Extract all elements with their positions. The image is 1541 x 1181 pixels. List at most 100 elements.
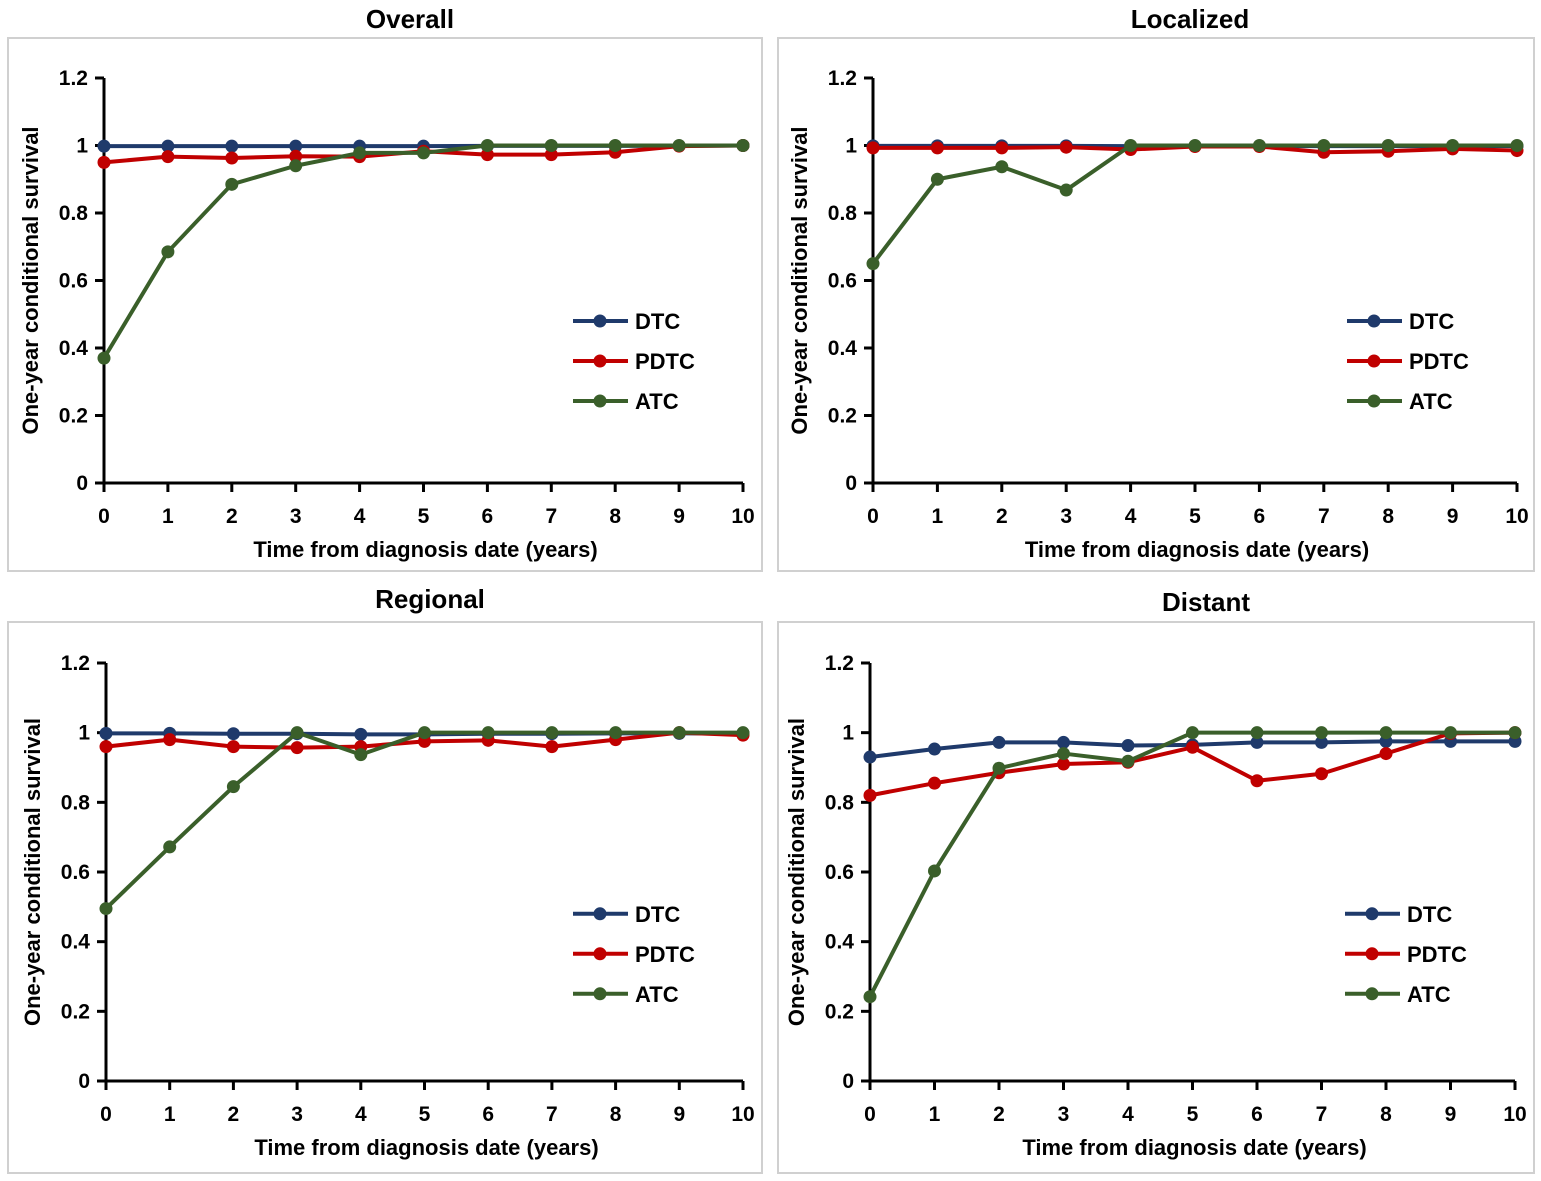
x-tick-label: 0 — [100, 1103, 112, 1126]
data-point-dtc — [992, 735, 1006, 749]
x-axis-label: Time from diagnosis date (years) — [253, 537, 597, 562]
data-point-dtc — [99, 726, 113, 740]
data-point-atc — [1315, 726, 1328, 740]
x-tick-label: 1 — [929, 1103, 941, 1126]
data-point-atc — [995, 160, 1009, 174]
data-point-atc — [1317, 139, 1331, 152]
data-point-pdtc — [161, 150, 175, 164]
data-point-atc — [1057, 747, 1070, 761]
y-tick-label: 0 — [76, 472, 88, 495]
data-point-pdtc — [289, 149, 303, 163]
legend-label-dtc: DTC — [1407, 902, 1452, 927]
legend-marker-pdtc — [1367, 354, 1381, 368]
data-point-pdtc — [226, 740, 240, 754]
data-point-pdtc — [1315, 767, 1328, 781]
x-tick-label: 10 — [1505, 505, 1528, 528]
panel-frame — [7, 621, 763, 1174]
chart-panel-localized: Localized 0 0.2 0.4 0.6 0.8 1 1.2 0 1 2 3 4 5 6 7 8 9 10 Ti… — [777, 4, 1535, 572]
chart-panel-regional: Regional 0 0.2 0.4 0.6 0.8 1 1.2 0 1 2 3 4 5 6 7 8 9 10 Tim… — [7, 584, 763, 1174]
data-point-pdtc — [163, 733, 177, 747]
x-tick-label: 7 — [1316, 1103, 1328, 1126]
data-point-dtc — [225, 139, 239, 153]
y-tick-label: 0.6 — [825, 861, 854, 884]
panel-frame — [777, 37, 1535, 572]
x-tick-label: 1 — [932, 505, 944, 528]
x-tick-label: 7 — [545, 505, 557, 528]
data-point-atc — [1444, 726, 1457, 740]
x-tick-label: 10 — [731, 1103, 754, 1126]
legend-marker-atc — [593, 987, 607, 1001]
x-tick-label: 8 — [1382, 505, 1394, 528]
x-tick-label: 4 — [355, 1103, 367, 1126]
x-tick-label: 5 — [419, 1103, 431, 1126]
x-tick-label: 5 — [1187, 1103, 1199, 1126]
x-tick-label: 3 — [1058, 1103, 1070, 1126]
x-tick-label: 0 — [864, 1103, 876, 1126]
y-tick-label: 0.6 — [61, 861, 90, 884]
data-point-atc — [1186, 726, 1199, 740]
data-point-pdtc — [1057, 757, 1070, 771]
legend-label-dtc: DTC — [1409, 309, 1454, 334]
data-point-pdtc — [930, 141, 944, 155]
data-point-atc — [163, 840, 177, 854]
data-point-dtc — [97, 139, 111, 153]
y-tick-label: 0.8 — [825, 791, 855, 814]
chart-title: Overall — [366, 4, 454, 34]
data-point-atc — [545, 726, 559, 740]
legend-label-pdtc: PDTC — [1409, 349, 1469, 374]
legend-label-atc: ATC — [635, 982, 679, 1007]
data-point-atc — [736, 139, 750, 152]
y-tick-label: 0.4 — [828, 337, 858, 360]
y-tick-label: 0 — [78, 1070, 90, 1093]
y-axis-label: One-year conditional survival — [784, 718, 809, 1026]
legend-label-dtc: DTC — [635, 902, 680, 927]
data-point-pdtc — [1379, 747, 1393, 761]
data-point-dtc — [928, 742, 941, 756]
legend-marker-dtc — [593, 907, 607, 921]
x-tick-label: 6 — [482, 505, 494, 528]
data-point-pdtc — [225, 151, 239, 165]
data-point-dtc — [1121, 739, 1135, 753]
data-point-atc — [1508, 726, 1522, 740]
x-tick-label: 3 — [1060, 505, 1072, 528]
data-point-pdtc — [928, 776, 941, 790]
data-point-dtc — [863, 750, 877, 764]
y-tick-label: 0.2 — [59, 405, 88, 428]
data-point-atc — [1446, 139, 1460, 152]
x-tick-label: 2 — [226, 505, 238, 528]
data-point-dtc — [289, 139, 303, 153]
legend-marker-dtc — [593, 314, 607, 328]
x-tick-label: 10 — [1503, 1103, 1526, 1126]
data-point-pdtc — [99, 740, 113, 754]
x-tick-label: 9 — [673, 1103, 685, 1126]
x-axis-label: Time from diagnosis date (years) — [1022, 1135, 1366, 1160]
data-point-atc — [736, 726, 750, 740]
legend-marker-dtc — [1367, 314, 1381, 328]
data-point-pdtc — [866, 141, 880, 155]
data-point-atc — [992, 761, 1006, 775]
x-tick-label: 2 — [993, 1103, 1005, 1126]
x-tick-label: 6 — [1254, 505, 1266, 528]
legend-marker-atc — [1365, 987, 1379, 1001]
data-point-atc — [1124, 139, 1138, 152]
legend-marker-dtc — [1365, 907, 1379, 921]
x-tick-label: 4 — [354, 505, 366, 528]
data-point-atc — [481, 726, 495, 740]
data-point-atc — [609, 726, 623, 740]
data-point-atc — [544, 139, 558, 152]
y-tick-label: 0.2 — [61, 1000, 90, 1023]
y-tick-label: 0.2 — [825, 1000, 854, 1023]
data-point-atc — [672, 139, 686, 152]
y-tick-label: 0.4 — [825, 931, 855, 954]
x-tick-label: 8 — [610, 1103, 622, 1126]
data-point-atc — [225, 177, 239, 191]
x-tick-label: 1 — [164, 1103, 176, 1126]
data-point-pdtc — [995, 141, 1009, 155]
data-point-atc — [1188, 139, 1202, 152]
data-point-atc — [1121, 754, 1135, 768]
y-tick-label: 0.4 — [59, 337, 89, 360]
chart-title: Distant — [1162, 587, 1250, 617]
x-tick-label: 7 — [546, 1103, 558, 1126]
x-axis-label: Time from diagnosis date (years) — [254, 1135, 598, 1160]
